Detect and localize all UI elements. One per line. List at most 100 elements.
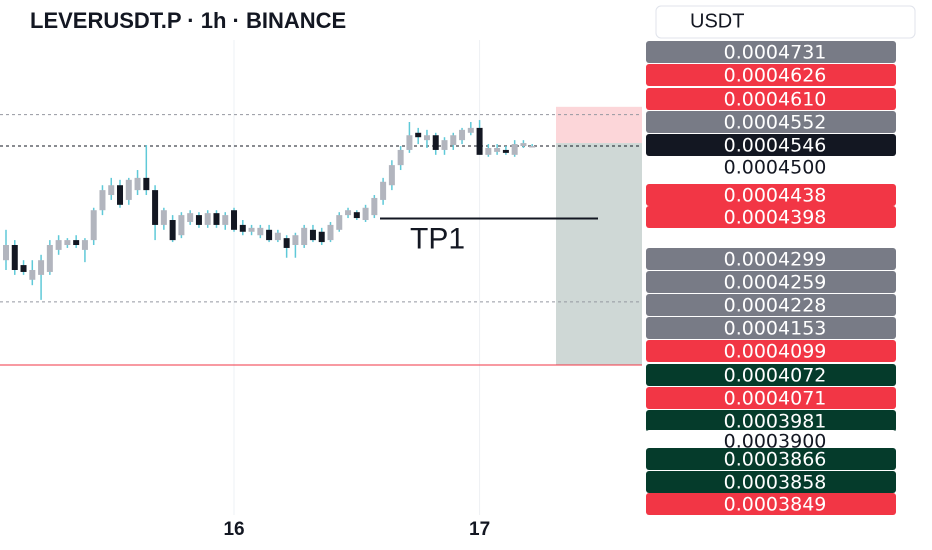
price-label: 0.0004731	[724, 42, 827, 64]
candle-body	[213, 213, 220, 225]
currency-button[interactable]	[655, 5, 916, 39]
candle-body	[134, 177, 141, 191]
candle-body	[64, 240, 71, 246]
candle-body	[371, 197, 378, 216]
candle-body	[432, 135, 439, 150]
candle-body	[266, 229, 273, 241]
candle-body	[204, 213, 211, 225]
candle-body	[55, 240, 62, 250]
price-label: 0.0003858	[724, 472, 827, 494]
price-label-bg	[646, 184, 896, 206]
price-label: 0.0004099	[724, 341, 827, 363]
candle-body	[248, 227, 255, 232]
x-tick-label: 17	[469, 519, 490, 540]
price-label: 0.0004299	[724, 249, 827, 271]
candle-body	[459, 129, 466, 141]
candle-body	[152, 190, 159, 225]
candle-body	[494, 147, 501, 152]
price-label-bg	[646, 88, 896, 110]
price-label: 0.0004500	[724, 157, 827, 179]
price-label: 0.0004398	[724, 207, 827, 229]
price-label: 0.0004438	[724, 185, 827, 207]
candle-body	[292, 235, 299, 246]
candle-body	[362, 207, 369, 221]
candle-body	[169, 220, 176, 241]
candle-body	[318, 231, 325, 243]
price-label: 0.0004626	[724, 65, 827, 87]
x-tick-label: 16	[223, 519, 244, 540]
candle-body	[231, 210, 238, 230]
price-label-bg	[646, 364, 896, 386]
candle-body	[222, 215, 229, 225]
candle-body	[450, 135, 457, 146]
candle-body	[73, 240, 80, 246]
price-label: 0.0004546	[724, 135, 827, 157]
candle-body	[257, 227, 264, 236]
candle-body	[476, 127, 483, 155]
price-label-bg	[646, 340, 896, 362]
candle-body	[38, 260, 45, 275]
price-label: 0.0003900	[724, 431, 827, 453]
candle-body	[467, 127, 474, 133]
currency-label: USDT	[690, 10, 744, 32]
target-zone	[556, 143, 642, 366]
price-label-bg	[646, 271, 896, 293]
price-label-bg	[646, 41, 896, 63]
candle-body	[274, 232, 281, 241]
candle-body	[415, 132, 422, 138]
price-label-bg	[646, 206, 896, 228]
chart-title: LEVERUSDT.P · 1h · BINANCE	[30, 8, 346, 33]
price-label-bg	[646, 493, 896, 515]
candle-body	[380, 181, 387, 200]
price-label-bg	[646, 448, 896, 470]
candle-body	[327, 224, 334, 241]
candle-body	[90, 210, 97, 241]
candle-body	[353, 212, 360, 219]
candle-body	[283, 238, 290, 248]
price-label: 0.0004259	[724, 272, 827, 294]
price-label-bg	[646, 410, 896, 432]
candle-body	[178, 215, 185, 236]
candle-body	[11, 245, 18, 270]
price-label-bg	[646, 387, 896, 409]
candle-body	[345, 210, 352, 216]
price-label: 0.0003849	[724, 494, 827, 516]
candle-body	[441, 140, 448, 150]
candle-body	[3, 245, 9, 261]
price-label: 0.0003866	[724, 449, 827, 471]
price-label-bg	[646, 471, 896, 493]
candle-body	[195, 215, 202, 225]
annotation: TP1	[410, 222, 465, 255]
candle-body	[99, 190, 106, 211]
candle-body	[406, 135, 413, 150]
candle-body	[388, 165, 395, 186]
price-label-bg	[646, 294, 896, 316]
candle-body	[117, 185, 124, 205]
price-label-bg	[646, 134, 896, 156]
price-label: 0.0004552	[724, 112, 827, 134]
price-label-bg	[646, 156, 896, 178]
candle-body	[239, 224, 246, 232]
stop-zone	[556, 106, 642, 144]
candle-body	[502, 149, 509, 153]
price-label: 0.0004072	[724, 365, 827, 387]
candle-body	[309, 229, 316, 241]
price-label: 0.0004153	[724, 318, 827, 340]
candle-body	[46, 245, 53, 272]
price-label: 0.0004228	[724, 295, 827, 317]
price-label-bg	[646, 248, 896, 270]
candle-body	[423, 135, 430, 141]
candle-body	[29, 269, 36, 280]
price-label-bg	[646, 317, 896, 339]
candle-body	[397, 149, 404, 166]
candle-body	[108, 185, 115, 196]
candle-body	[81, 240, 88, 250]
candle-body	[520, 143, 527, 147]
price-label: 0.0004610	[724, 89, 827, 111]
candle-body	[125, 179, 132, 200]
price-label: 0.0003981	[724, 411, 827, 433]
price-label-bg	[646, 430, 896, 452]
candle-body	[485, 147, 492, 155]
candle-body	[511, 144, 518, 155]
